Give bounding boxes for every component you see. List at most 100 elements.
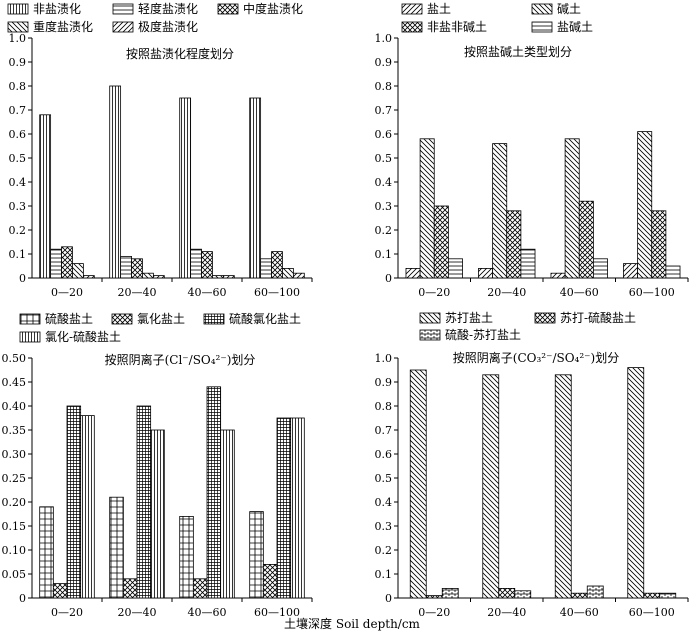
y-tick-label: 0.20 <box>2 496 27 509</box>
y-tick-label: 0.8 <box>375 80 393 93</box>
legend-label: 硫酸-苏打盐土 <box>445 327 521 342</box>
chart-panel-1: 0 0.1 0.2 0.3 0.4 0.5 0.6 0.7 0.8 0.9 1.0 按照盐渍化程度划分… <box>7 1 313 299</box>
x-tick-label: 60—100 <box>254 606 300 619</box>
x-tick-label: 40—60 <box>560 606 599 619</box>
legend-swatch <box>203 313 225 325</box>
x-tick-label: 40—60 <box>188 606 227 619</box>
bar <box>201 251 213 279</box>
y-tick-label: 0.8 <box>375 400 393 413</box>
chart-title: 按照阴离子(Cl⁻/SO₄²⁻)划分 <box>105 352 256 367</box>
legend-swatch <box>534 312 556 324</box>
y-tick-label: 1.0 <box>375 352 393 365</box>
legend-label: 硫酸盐土 <box>45 311 93 326</box>
bar <box>290 417 305 599</box>
y-tick-label: 0.3 <box>375 200 393 213</box>
bar <box>190 248 202 279</box>
legend-label: 中度盐渍化 <box>243 1 303 16</box>
x-tick-label: 60—100 <box>629 606 675 619</box>
bar <box>212 275 224 279</box>
legend-label: 极度盐渍化 <box>138 19 198 34</box>
bar <box>122 578 138 599</box>
x-axis-label: 土壤深度 Soil depth/cm <box>284 616 421 631</box>
bar <box>61 246 73 279</box>
x-tick-label: 60—100 <box>254 286 300 299</box>
legend-swatch <box>111 313 133 325</box>
y-tick-label: 0.1 <box>375 568 393 581</box>
x-tick-label: 20—40 <box>487 286 526 299</box>
bar <box>637 131 653 279</box>
x-tick-label: 0—20 <box>418 286 450 299</box>
bar <box>592 258 608 279</box>
bar <box>550 272 566 279</box>
bar <box>409 369 427 599</box>
legend-label: 轻度盐渍化 <box>138 1 198 16</box>
y-tick-label: 0.35 <box>2 424 27 437</box>
bar <box>478 267 494 279</box>
chart-panel-4: 0 0.1 0.2 0.3 0.4 0.5 0.6 0.7 0.8 0.9 1.0 按照阴离子(CO₃… <box>375 310 689 619</box>
y-tick-label: 1.0 <box>9 32 27 45</box>
chart-title: 按照阴离子(CO₃²⁻/SO₄²⁻)划分 <box>453 350 619 365</box>
x-tick-label: 20—40 <box>118 606 157 619</box>
bar <box>222 275 235 279</box>
bar <box>249 511 264 599</box>
y-tick-label: 0.5 <box>375 152 393 165</box>
bar <box>425 595 443 599</box>
y-tick-label: 0.9 <box>375 376 393 389</box>
chart-panel-2: 0 0.1 0.2 0.3 0.4 0.5 0.6 0.7 0.8 0.9 1.0 按照盐碱土类型划分… <box>375 2 689 299</box>
bar <box>578 200 594 279</box>
bar <box>66 405 82 599</box>
bar <box>260 258 272 279</box>
x-tick-label: 40—60 <box>188 286 227 299</box>
bar <box>152 275 165 279</box>
bar <box>627 367 645 599</box>
y-tick-label: 0.9 <box>375 56 393 69</box>
legend-swatch <box>19 313 41 325</box>
bar <box>220 429 235 599</box>
y-tick-label: 0 <box>19 592 26 605</box>
bar <box>206 386 222 599</box>
x-tick-label: 60—100 <box>629 286 675 299</box>
bar <box>271 251 283 279</box>
bar <box>586 585 604 599</box>
y-tick-label: 0.3 <box>375 520 393 533</box>
y-tick-label: 0.2 <box>375 544 393 557</box>
bar <box>39 506 54 599</box>
legend-swatch <box>531 21 553 33</box>
bar <box>282 267 294 279</box>
y-tick-label: 0.05 <box>2 568 27 581</box>
legend-label: 氯化-硫酸盐土 <box>45 329 121 344</box>
x-tick-label: 0—20 <box>418 606 450 619</box>
legend-swatch <box>7 21 29 33</box>
legend-label: 苏打盐土 <box>445 311 493 325</box>
bar <box>150 429 165 599</box>
bar <box>142 272 154 279</box>
bar <box>192 578 208 599</box>
y-tick-label: 0.25 <box>2 472 27 485</box>
y-tick-label: 0.8 <box>9 80 27 93</box>
bar <box>482 374 500 599</box>
legend-label: 碱土 <box>557 2 581 16</box>
bar <box>249 97 262 279</box>
y-tick-label: 0.3 <box>9 200 27 213</box>
y-tick-label: 0.7 <box>375 104 393 117</box>
legend-swatch <box>419 329 441 341</box>
legend-swatch <box>7 3 29 15</box>
y-tick-label: 0.4 <box>375 496 393 509</box>
chart-title: 按照盐碱土类型划分 <box>464 45 572 59</box>
bar <box>520 248 536 279</box>
chart-panel-3: 0 0.05 0.10 0.15 0.20 0.25 0.30 0.35 0.40 0.45 0.5… <box>2 311 313 619</box>
bar <box>665 265 681 279</box>
legend-label: 重度盐渍化 <box>33 19 93 34</box>
y-tick-label: 0.10 <box>2 544 27 557</box>
bar <box>554 374 572 599</box>
bar <box>109 496 124 599</box>
legend-label: 盐碱土 <box>557 20 593 34</box>
bar <box>433 205 449 279</box>
bar <box>131 258 143 279</box>
bar <box>419 138 435 279</box>
x-tick-label: 20—40 <box>487 606 526 619</box>
x-tick-label: 20—40 <box>118 286 157 299</box>
legend-label: 非盐渍化 <box>33 2 81 16</box>
bar <box>498 588 516 599</box>
